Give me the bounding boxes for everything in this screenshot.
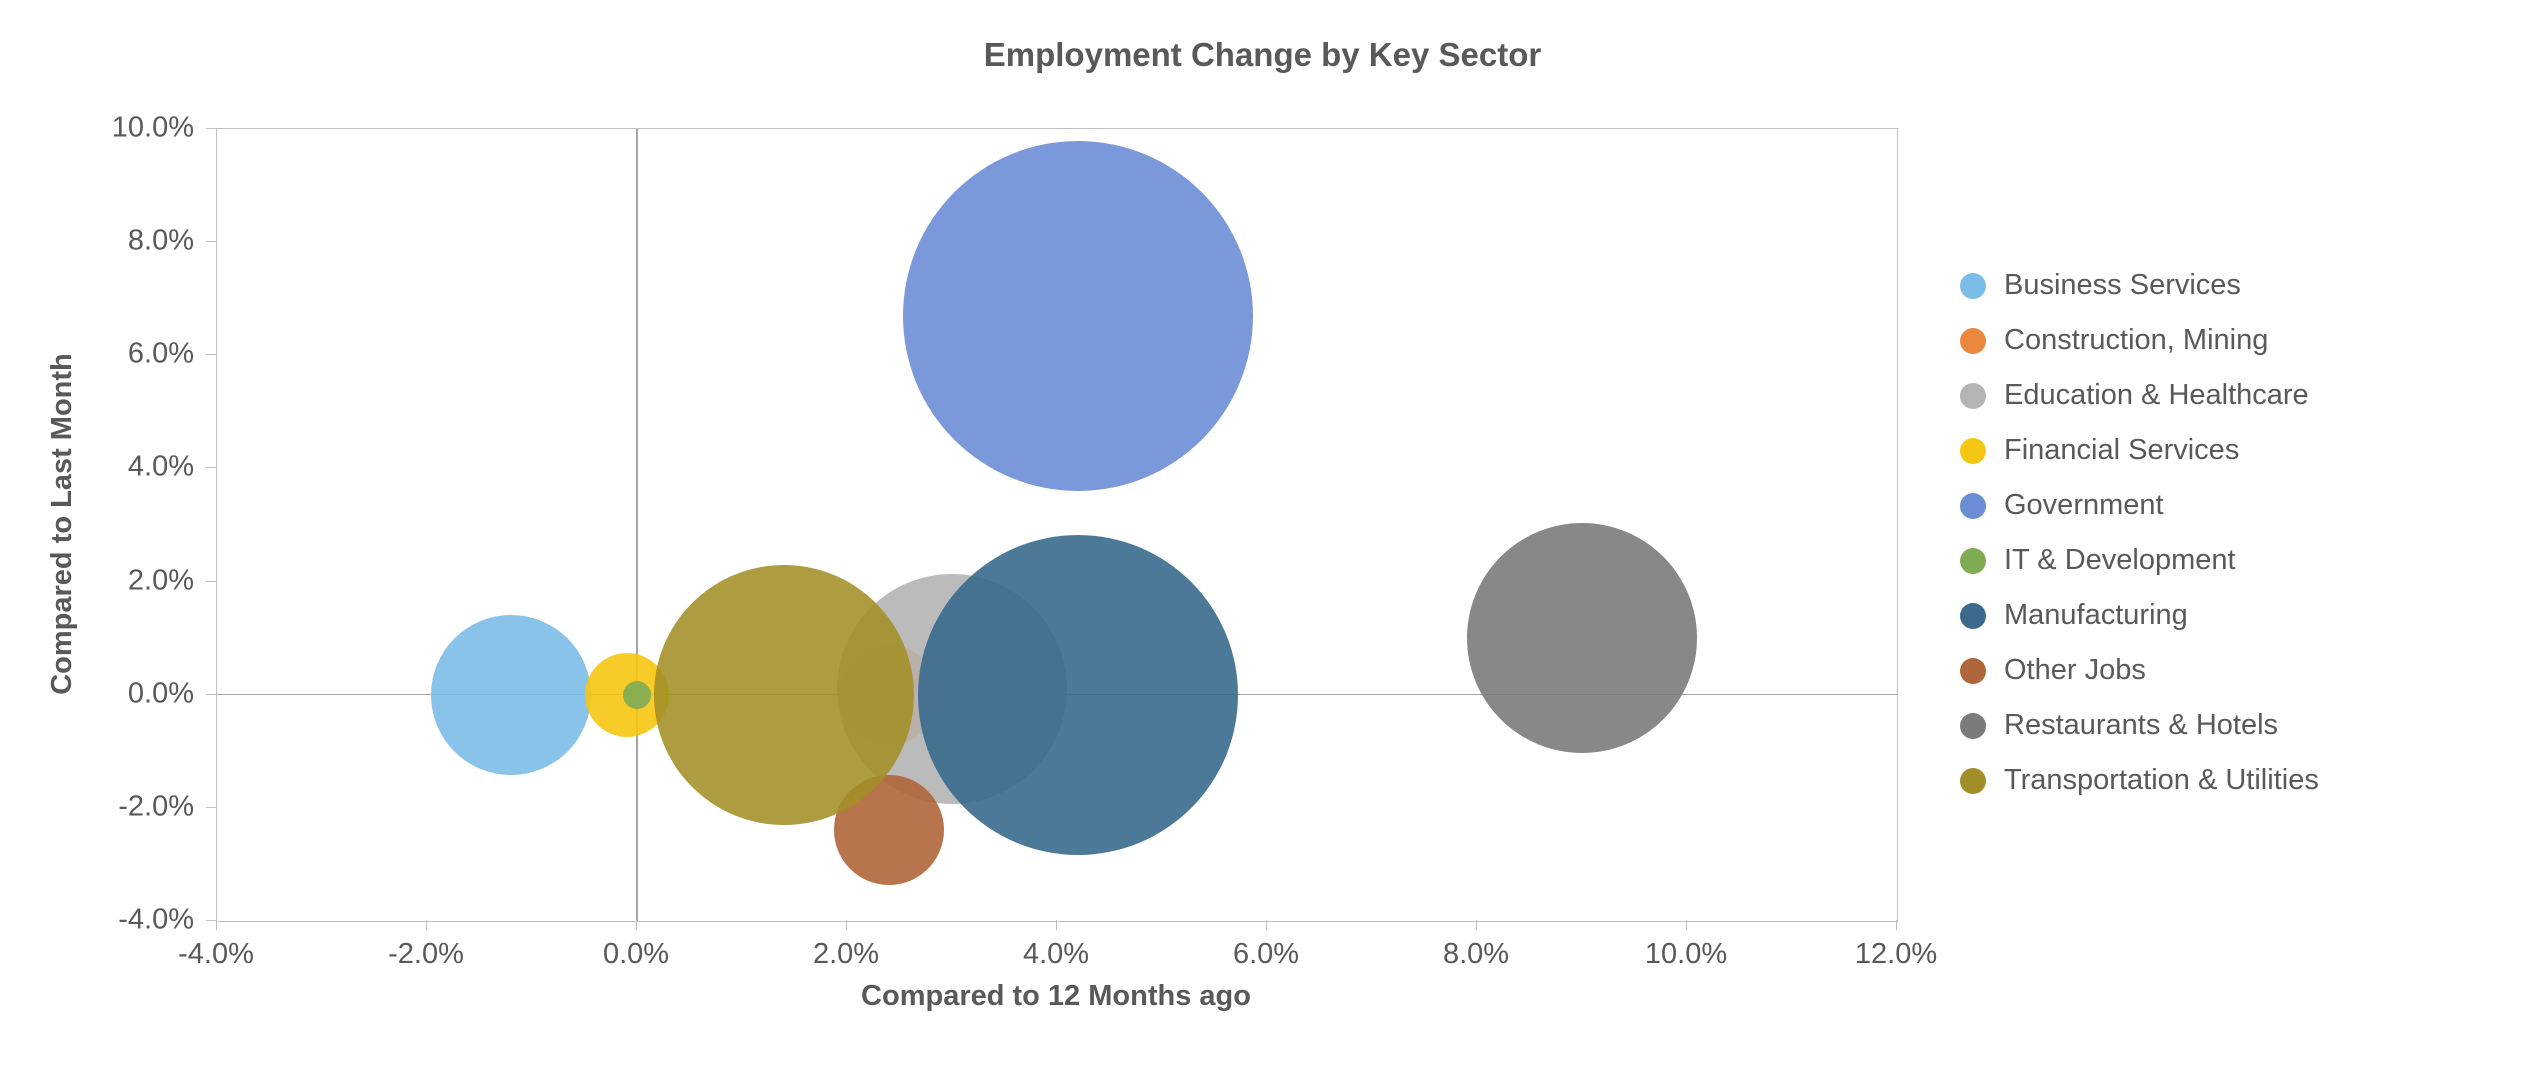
bubble-manufacturing	[918, 535, 1238, 855]
y-tick	[206, 128, 216, 129]
x-tick-label: 12.0%	[1855, 938, 1937, 971]
x-axis-title: Compared to 12 Months ago	[216, 980, 1896, 1013]
plot-area	[216, 128, 1898, 922]
x-tick	[1476, 920, 1477, 930]
legend-label: IT & Development	[2004, 544, 2236, 577]
y-tick-label: 0.0%	[128, 677, 194, 710]
legend-label: Transportation & Utilities	[2004, 764, 2319, 797]
x-tick-label: -2.0%	[388, 938, 464, 971]
y-tick-label: 10.0%	[112, 112, 194, 145]
y-axis-title: Compared to Last Month	[46, 128, 79, 920]
x-tick	[1056, 920, 1057, 930]
y-tick-label: 2.0%	[128, 564, 194, 597]
legend-item: Transportation & Utilities	[1960, 753, 2319, 808]
legend-marker-icon	[1960, 603, 1986, 629]
chart-title: Employment Change by Key Sector	[0, 36, 2525, 74]
legend-item: Restaurants & Hotels	[1960, 698, 2319, 753]
legend-label: Financial Services	[2004, 434, 2239, 467]
legend-label: Restaurants & Hotels	[2004, 709, 2278, 742]
chart-container: Employment Change by Key Sector Compared…	[0, 0, 2525, 1084]
y-tick	[206, 920, 216, 921]
x-tick-label: -4.0%	[178, 938, 254, 971]
legend-marker-icon	[1960, 383, 1986, 409]
y-tick	[206, 354, 216, 355]
legend-marker-icon	[1960, 548, 1986, 574]
y-tick-label: 6.0%	[128, 338, 194, 371]
legend-item: Government	[1960, 478, 2319, 533]
bubble-government	[903, 141, 1253, 491]
x-tick-label: 6.0%	[1233, 938, 1299, 971]
legend-item: Financial Services	[1960, 423, 2319, 478]
y-tick	[206, 241, 216, 242]
legend-label: Other Jobs	[2004, 654, 2146, 687]
x-tick	[846, 920, 847, 930]
legend-marker-icon	[1960, 768, 1986, 794]
y-zero-line	[636, 129, 638, 921]
legend-label: Construction, Mining	[2004, 324, 2268, 357]
bubble-it-development	[623, 681, 651, 709]
x-tick	[636, 920, 637, 930]
y-tick	[206, 807, 216, 808]
x-tick	[426, 920, 427, 930]
legend-item: Manufacturing	[1960, 588, 2319, 643]
legend-label: Business Services	[2004, 269, 2241, 302]
legend-item: IT & Development	[1960, 533, 2319, 588]
x-tick	[1266, 920, 1267, 930]
legend-marker-icon	[1960, 273, 1986, 299]
legend-label: Government	[2004, 489, 2164, 522]
y-tick	[206, 581, 216, 582]
x-tick-label: 0.0%	[603, 938, 669, 971]
x-tick	[1896, 920, 1897, 930]
legend-label: Manufacturing	[2004, 599, 2188, 632]
legend-item: Construction, Mining	[1960, 313, 2319, 368]
legend-item: Education & Healthcare	[1960, 368, 2319, 423]
legend: Business Services Construction, Mining Edu…	[1960, 258, 2319, 808]
bubble-business-services	[431, 615, 591, 775]
legend-marker-icon	[1960, 713, 1986, 739]
legend-marker-icon	[1960, 493, 1986, 519]
legend-item: Business Services	[1960, 258, 2319, 313]
bubble-transportation-utilities	[654, 565, 914, 825]
x-tick-label: 10.0%	[1645, 938, 1727, 971]
y-tick-label: -4.0%	[118, 904, 194, 937]
bubble-restaurants-hotels	[1467, 523, 1697, 753]
x-tick-label: 8.0%	[1443, 938, 1509, 971]
legend-item: Other Jobs	[1960, 643, 2319, 698]
y-tick-label: 8.0%	[128, 225, 194, 258]
legend-marker-icon	[1960, 438, 1986, 464]
x-tick-label: 4.0%	[1023, 938, 1089, 971]
x-tick	[216, 920, 217, 930]
y-tick-label: 4.0%	[128, 451, 194, 484]
y-tick	[206, 694, 216, 695]
x-tick-label: 2.0%	[813, 938, 879, 971]
y-tick-label: -2.0%	[118, 790, 194, 823]
x-tick	[1686, 920, 1687, 930]
legend-marker-icon	[1960, 328, 1986, 354]
legend-label: Education & Healthcare	[2004, 379, 2309, 412]
y-tick	[206, 467, 216, 468]
legend-marker-icon	[1960, 658, 1986, 684]
